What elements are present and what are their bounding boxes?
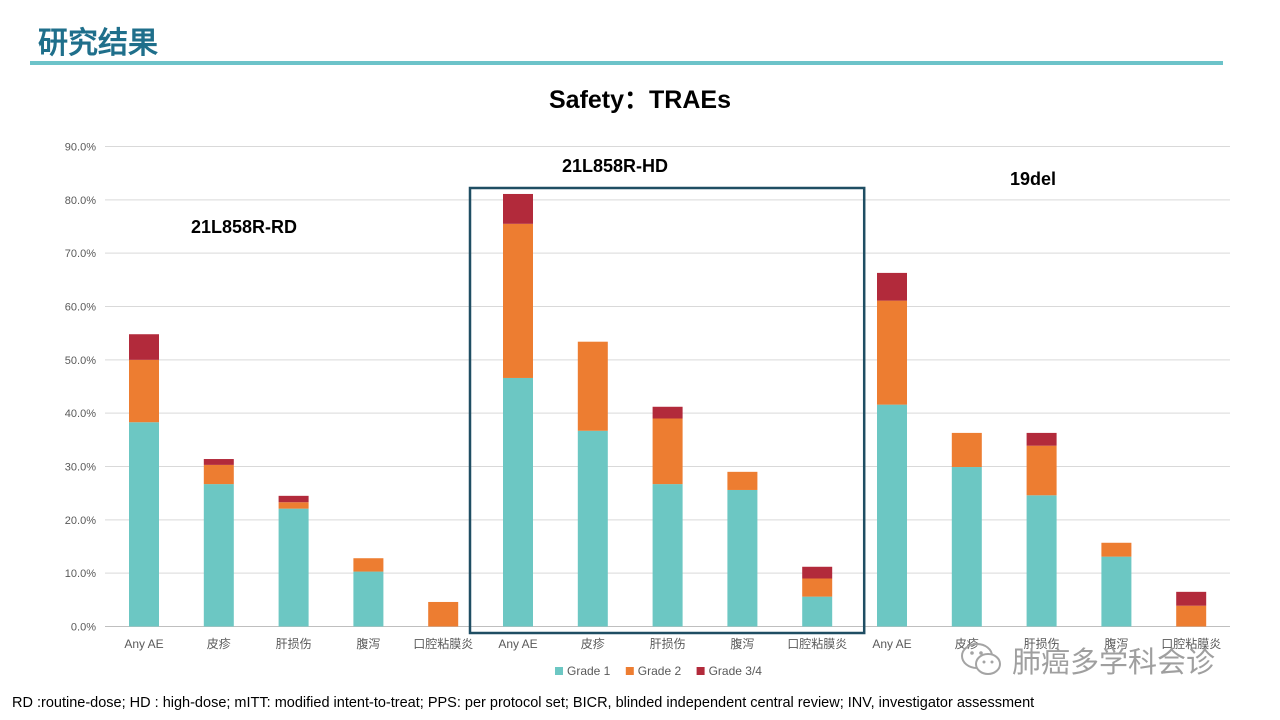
y-tick-label: 60.0% (65, 302, 96, 314)
legend-swatch (555, 667, 563, 675)
bar-segment-grade-2 (1101, 542, 1132, 557)
bar-segment-grade-2 (951, 432, 982, 468)
bar-segment-grade-3-4 (877, 272, 907, 301)
bar-segment-grade-2 (877, 300, 907, 405)
bar-segment-grade-2 (503, 223, 533, 378)
bar-segment-grade-3-4 (203, 459, 234, 465)
x-tick-label: 腹泻 (356, 637, 380, 651)
x-tick-label: 肝损伤 (276, 637, 312, 651)
legend-swatch (625, 667, 634, 675)
x-tick-label: 口腔粘膜炎 (413, 636, 473, 651)
bar-segment-grade-2 (577, 341, 608, 431)
bar-segment-grade-3-4 (1176, 591, 1207, 606)
bar-segment-grade-1 (951, 467, 982, 627)
x-tick-label: 肝损伤 (650, 637, 686, 651)
bar-segment-grade-1 (278, 508, 309, 627)
bar-segment-grade-3-4 (652, 406, 683, 419)
y-tick-label: 90.0% (65, 142, 96, 154)
y-tick-label: 20.0% (65, 515, 96, 527)
wechat-icon (961, 643, 1001, 675)
x-tick-label: 腹泻 (1104, 637, 1128, 651)
x-tick-label: 皮疹 (955, 636, 979, 651)
bar-segment-grade-2 (652, 418, 683, 485)
y-tick-label: 10.0% (65, 568, 96, 580)
bar-segment-grade-1 (802, 596, 833, 627)
watermark-text: 肺癌多学科会诊 (1012, 645, 1216, 679)
bar-segment-grade-1 (652, 484, 683, 627)
watermark: 肺癌多学科会诊 (960, 640, 1215, 680)
group-label: 19del (1010, 169, 1056, 189)
legend-label: Grade 3/4 (709, 664, 763, 678)
y-tick-label: 80.0% (65, 195, 96, 207)
bar-segment-grade-3-4 (1026, 432, 1057, 446)
bar-segment-grade-1 (727, 489, 758, 627)
bar-segment-grade-2 (353, 558, 384, 572)
bar-segment-grade-1 (877, 404, 907, 627)
x-tick-label: 皮疹 (581, 636, 605, 651)
footnote: RD :routine-dose; HD : high-dose; mITT: … (12, 695, 1035, 711)
bar-segment-grade-1 (1026, 495, 1057, 627)
bar-segment-grade-1 (1101, 556, 1132, 627)
bar-segment-grade-2 (1026, 445, 1057, 496)
bar-segment-grade-2 (802, 578, 833, 597)
y-tick-label: 50.0% (65, 355, 96, 367)
bar-segment-grade-1 (129, 422, 159, 627)
bar-segment-grade-3-4 (503, 193, 533, 224)
bar-segment-grade-1 (503, 377, 533, 627)
highlight-box (468, 186, 866, 635)
bar-segment-grade-1 (203, 484, 234, 627)
bar-segment-grade-1 (353, 571, 384, 627)
x-tick-label: Any AE (124, 637, 163, 651)
x-tick-label: 肝损伤 (1024, 637, 1060, 651)
x-tick-label: 皮疹 (207, 636, 231, 651)
bar-segment-grade-2 (727, 471, 758, 490)
x-tick-label: 口腔粘膜炎 (1161, 636, 1221, 651)
y-tick-label: 40.0% (65, 408, 96, 420)
chart-title: Safety：TRAEs (549, 86, 731, 114)
bar-segment-grade-2 (129, 359, 159, 423)
legend-label: Grade 2 (638, 664, 682, 678)
bar-segment-grade-2 (428, 601, 459, 627)
bar-segment-grade-3-4 (278, 495, 309, 503)
x-tick-label: 腹泻 (730, 637, 754, 651)
x-tick-label: 口腔粘膜炎 (787, 636, 847, 651)
slide-title: 研究结果 (38, 26, 158, 61)
bar-segment-grade-3-4 (129, 334, 159, 360)
x-tick-label: Any AE (872, 637, 911, 651)
bar-segment-grade-1 (577, 430, 608, 627)
group-label: 21L858R-RD (191, 217, 297, 237)
bar-segment-grade-2 (203, 464, 234, 485)
legend-label: Grade 1 (567, 664, 611, 678)
bar-segment-grade-2 (278, 502, 309, 509)
y-tick-label: 70.0% (65, 248, 96, 260)
bar-segment-grade-3-4 (802, 566, 833, 579)
y-tick-label: 0.0% (71, 622, 96, 634)
title-divider (30, 61, 1223, 65)
legend-swatch (696, 667, 705, 675)
bar-segment-grade-2 (1176, 605, 1207, 627)
group-label: 21L858R-HD (562, 156, 668, 176)
x-tick-label: Any AE (498, 637, 537, 651)
y-tick-label: 30.0% (65, 462, 96, 474)
